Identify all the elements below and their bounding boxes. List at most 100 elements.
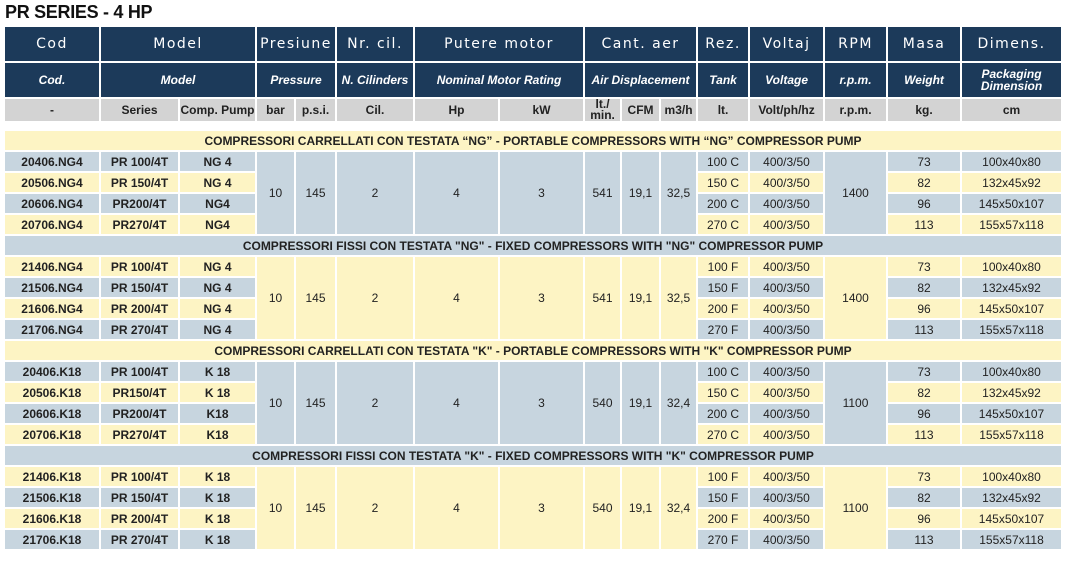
- header-cell: Nr. cil.: [337, 27, 414, 61]
- weight-cell: 113: [888, 320, 960, 339]
- tank-cell: 270 F: [698, 530, 748, 549]
- header-cell: Putere motor: [415, 27, 584, 61]
- series-cell: PR 270/4T: [101, 530, 178, 549]
- pump-cell: K 18: [180, 467, 255, 486]
- table-row: 20506.K18 PR150/4T K 18 150 C 400/3/50 82 132x…: [5, 383, 1061, 402]
- code-cell: 21606.NG4: [5, 299, 99, 318]
- table-row: 20406.K18 PR 100/4T K 18 10 145 2 4 3 540 19,1 32,…: [5, 362, 1061, 444]
- header-cell-en: Voltage: [750, 63, 824, 97]
- product-table: COMPRESSORI CARRELLATI CON TESTATA “NG” …: [3, 129, 1063, 551]
- tank-cell: 270 C: [698, 215, 748, 234]
- code-cell: 20506.K18: [5, 383, 99, 402]
- rpm-cell: 1400: [825, 257, 886, 339]
- psi-cell: 145: [296, 467, 335, 549]
- code-cell: 21506.NG4: [5, 278, 99, 297]
- m3h-cell: 32,4: [661, 362, 696, 444]
- header-cell-en: Nominal Motor Rating: [415, 63, 584, 97]
- dimension-cell: 100x40x80: [962, 362, 1061, 381]
- table-row: 21406.NG4 PR 100/4T NG 4 10 145 2 4 3 541 19,1 32,…: [5, 257, 1061, 339]
- m3h-cell: 32,4: [661, 467, 696, 549]
- kw-cell: 3: [500, 467, 583, 549]
- code-cell: 20406.NG4: [5, 152, 99, 171]
- weight-cell: 73: [888, 152, 960, 171]
- unit-cell: p.s.i.: [296, 99, 336, 121]
- tank-cell: 150 F: [698, 488, 748, 507]
- hp-cell: 4: [415, 362, 498, 444]
- code-cell: 20706.K18: [5, 425, 99, 444]
- voltage-cell: 400/3/50: [750, 278, 823, 297]
- lmin-cell: 541: [585, 152, 620, 234]
- psi-cell: 145: [296, 362, 335, 444]
- dimension-cell: 132x45x92: [962, 488, 1061, 507]
- code-cell: 21706.K18: [5, 530, 99, 549]
- pump-cell: NG 4: [180, 299, 255, 318]
- voltage-cell: 400/3/50: [750, 320, 823, 339]
- weight-cell: 73: [888, 467, 960, 486]
- unit-cell: kW: [500, 99, 584, 121]
- table-row: 21506.NG4 PR 150/4T NG 4 150 F 400/3/50 82 132…: [5, 278, 1061, 297]
- section-header-row: COMPRESSORI FISSI CON TESTATA "K" - FIXE…: [5, 446, 1061, 465]
- weight-cell: 82: [888, 278, 960, 297]
- lmin-cell: 540: [585, 362, 620, 444]
- section-header-row: COMPRESSORI FISSI CON TESTATA "NG" - FIX…: [5, 236, 1061, 255]
- tank-cell: 200 F: [698, 509, 748, 528]
- weight-cell: 82: [888, 488, 960, 507]
- pump-cell: NG4: [180, 194, 255, 213]
- table-header: Cod Model Presiune Nr. cil. Putere motor Cant…: [3, 25, 1063, 123]
- voltage-cell: 400/3/50: [750, 383, 823, 402]
- tank-cell: 150 F: [698, 278, 748, 297]
- unit-cell: Cil.: [337, 99, 414, 121]
- dimension-cell: 100x40x80: [962, 257, 1061, 276]
- table-row: 21506.K18 PR 150/4T K 18 150 F 400/3/50 82 132…: [5, 488, 1061, 507]
- dimension-cell: 132x45x92: [962, 173, 1061, 192]
- voltage-cell: 400/3/50: [750, 194, 823, 213]
- pump-cell: NG 4: [180, 278, 255, 297]
- table-row: 20606.K18 PR200/4T K18 200 C 400/3/50 96 145x5…: [5, 404, 1061, 423]
- cil-cell: 2: [337, 152, 413, 234]
- dimension-cell: 145x50x107: [962, 509, 1061, 528]
- hp-cell: 4: [415, 467, 498, 549]
- unit-cell: -: [5, 99, 99, 121]
- cfm-cell: 19,1: [622, 257, 659, 339]
- voltage-cell: 400/3/50: [750, 530, 823, 549]
- kw-cell: 3: [500, 362, 583, 444]
- header-cell-en: Packaging Dimension: [962, 63, 1061, 97]
- header-cell: Presiune: [257, 27, 336, 61]
- series-cell: PR 200/4T: [101, 299, 178, 318]
- tank-cell: 150 C: [698, 383, 748, 402]
- weight-cell: 82: [888, 383, 960, 402]
- lmin-cell: 541: [585, 257, 620, 339]
- table-row: 21706.NG4 PR 270/4T NG 4 270 F 400/3/50 113 15…: [5, 320, 1061, 339]
- unit-cell: r.p.m.: [825, 99, 887, 121]
- section-header-row: COMPRESSORI CARRELLATI CON TESTATA “NG” …: [5, 131, 1061, 150]
- bar-cell: 10: [257, 257, 294, 339]
- bar-cell: 10: [257, 467, 294, 549]
- header-cell: Dimens.: [962, 27, 1061, 61]
- dimension-cell: 132x45x92: [962, 383, 1061, 402]
- psi-cell: 145: [296, 152, 335, 234]
- tank-cell: 270 F: [698, 320, 748, 339]
- series-cell: PR 100/4T: [101, 467, 178, 486]
- page-title: PR SERIES - 4 HP: [5, 2, 153, 22]
- table-row: 20706.NG4 PR270/4T NG4 270 C 400/3/50 113 155x…: [5, 215, 1061, 234]
- tank-cell: 200 C: [698, 194, 748, 213]
- table-row: 20506.NG4 PR 150/4T NG 4 150 C 400/3/50 82 132…: [5, 173, 1061, 192]
- cfm-cell: 19,1: [622, 362, 659, 444]
- code-cell: 21706.NG4: [5, 320, 99, 339]
- weight-cell: 96: [888, 299, 960, 318]
- m3h-cell: 32,5: [661, 152, 696, 234]
- header-cell: Voltaj: [750, 27, 824, 61]
- weight-cell: 96: [888, 404, 960, 423]
- pump-cell: NG 4: [180, 320, 255, 339]
- table-row: 21606.NG4 PR 200/4T NG 4 200 F 400/3/50 96 145…: [5, 299, 1061, 318]
- unit-cell: lt.: [698, 99, 749, 121]
- unit-cell: cm: [962, 99, 1061, 121]
- dimension-cell: 145x50x107: [962, 299, 1061, 318]
- series-cell: PR 100/4T: [101, 257, 178, 276]
- table-row: 21606.K18 PR 200/4T K 18 200 F 400/3/50 96 145…: [5, 509, 1061, 528]
- cfm-cell: 19,1: [622, 467, 659, 549]
- dimension-cell: 155x57x118: [962, 215, 1061, 234]
- unit-cell: kg.: [888, 99, 961, 121]
- tank-cell: 200 C: [698, 404, 748, 423]
- weight-cell: 96: [888, 509, 960, 528]
